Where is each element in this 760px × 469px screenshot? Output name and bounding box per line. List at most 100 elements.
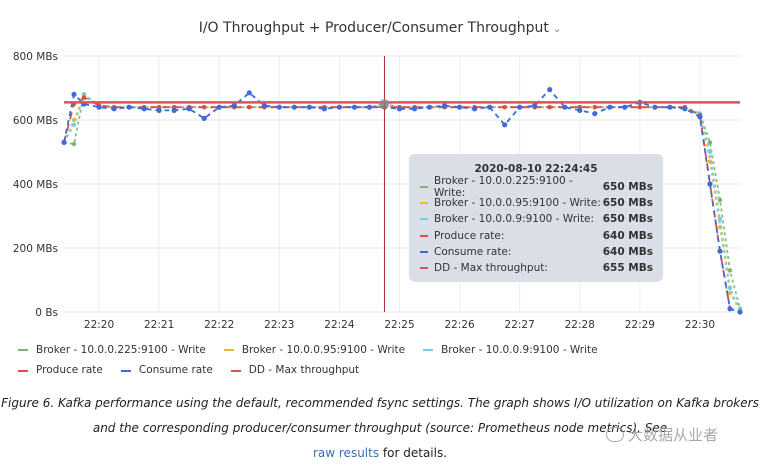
data-point bbox=[667, 104, 673, 110]
data-point bbox=[111, 106, 117, 112]
data-point bbox=[562, 104, 568, 110]
data-point bbox=[717, 248, 723, 254]
data-point bbox=[411, 106, 418, 112]
legend-label: Consume rate bbox=[138, 364, 213, 376]
data-point bbox=[577, 107, 583, 113]
legend-item[interactable]: DD - Max throughput bbox=[230, 361, 359, 380]
tooltip-swatch bbox=[420, 234, 428, 237]
data-point bbox=[61, 139, 67, 145]
tooltip-row: Broker - 10.0.0.225:9100 - Write: 650 MBs bbox=[409, 175, 663, 199]
x-tick-label: 22:28 bbox=[565, 319, 595, 331]
data-point bbox=[426, 104, 433, 110]
legend-item[interactable]: Consume rate bbox=[120, 361, 213, 380]
legend-swatch bbox=[120, 369, 131, 372]
legend-swatch bbox=[18, 369, 28, 372]
tooltip-label: Broker - 10.0.0.95:9100 - Write: bbox=[434, 197, 601, 210]
legend-item[interactable]: Broker - 10.0.0.95:9100 - Write bbox=[223, 341, 405, 360]
data-point bbox=[487, 104, 493, 110]
data-point bbox=[697, 114, 703, 120]
figure-caption: Figure 6. Kafka performance using the de… bbox=[0, 391, 760, 466]
x-tick-label: 22:22 bbox=[204, 319, 234, 331]
y-tick-label: 200 MBs bbox=[13, 243, 58, 255]
x-tick-label: 22:29 bbox=[625, 319, 655, 331]
tooltip-time: 2020-08-10 22:24:45 bbox=[474, 163, 598, 175]
panel-title-text: I/O Throughput + Producer/Consumer Throu… bbox=[198, 20, 549, 36]
data-point bbox=[517, 104, 523, 110]
data-point bbox=[216, 104, 222, 110]
hover-tooltip: 2020-08-10 22:24:45 Broker - 10.0.0.225:… bbox=[409, 154, 663, 282]
data-point bbox=[456, 104, 463, 110]
data-point bbox=[96, 104, 102, 110]
data-point bbox=[71, 141, 77, 147]
data-point bbox=[171, 107, 177, 113]
legend-item[interactable]: Broker - 10.0.0.9:9100 - Write bbox=[423, 341, 598, 360]
legend-item[interactable]: Broker - 10.0.0.225:9100 - Write bbox=[18, 341, 206, 360]
watermark-text: 大数据从业者 bbox=[628, 426, 719, 444]
tooltip-row: DD - Max throughput: 655 MBs bbox=[409, 260, 663, 276]
x-tick-label: 22:21 bbox=[144, 319, 174, 331]
data-point bbox=[291, 104, 297, 110]
y-tick-label: 800 MBs bbox=[13, 51, 58, 63]
graph-panel: I/O Throughput + Producer/Consumer Throu… bbox=[0, 0, 760, 380]
data-point bbox=[201, 115, 207, 121]
tooltip-row: Broker - 10.0.0.9:9100 - Write: 650 MBs bbox=[409, 211, 663, 227]
data-point bbox=[607, 104, 613, 110]
data-point bbox=[717, 217, 723, 222]
watermark: 大数据从业者 bbox=[606, 424, 718, 445]
data-point bbox=[71, 122, 77, 128]
tooltip-label: Produce rate: bbox=[434, 229, 505, 242]
chart-svg[interactable]: 0 Bs 200 MBs 400 MBs 600 MBs 800 MBs 22:20 22:… bbox=[0, 0, 760, 340]
x-tick-label: 22:23 bbox=[264, 319, 294, 331]
raw-results-link[interactable]: raw results bbox=[312, 446, 380, 460]
hover-marker bbox=[379, 99, 390, 109]
data-point bbox=[246, 90, 252, 96]
tooltip-row: Consume rate: 640 MBs bbox=[409, 244, 663, 260]
tooltip-label: Broker - 10.0.0.9:9100 - Write: bbox=[434, 213, 595, 226]
data-point bbox=[652, 104, 658, 110]
data-point bbox=[592, 105, 597, 110]
series-line bbox=[63, 96, 741, 313]
caption-tail: for details. bbox=[382, 446, 448, 460]
data-point bbox=[502, 105, 507, 110]
data-point bbox=[727, 268, 733, 273]
legend-item[interactable]: Produce rate bbox=[18, 361, 103, 380]
x-tick-label: 22:25 bbox=[384, 319, 414, 331]
tooltip-label: Broker - 10.0.0.225:9100 - Write: bbox=[434, 175, 573, 200]
tooltip-label: Consume rate: bbox=[434, 245, 512, 258]
data-point bbox=[202, 105, 207, 110]
tooltip-label: DD - Max throughput: bbox=[434, 262, 548, 275]
tooltip-swatch bbox=[420, 267, 428, 270]
data-point bbox=[247, 105, 252, 110]
data-point bbox=[622, 104, 628, 110]
data-point bbox=[707, 140, 713, 145]
data-point bbox=[231, 103, 237, 109]
data-point bbox=[682, 106, 688, 112]
data-point bbox=[707, 149, 713, 155]
chevron-down-icon[interactable]: ⌄ bbox=[552, 24, 562, 35]
x-tick-label: 22:26 bbox=[444, 319, 475, 331]
data-point bbox=[306, 104, 312, 110]
legend-label: Produce rate bbox=[36, 364, 103, 376]
tooltip-row: Broker - 10.0.0.95:9100 - Write: 650 MBs bbox=[409, 195, 663, 211]
data-point bbox=[81, 95, 87, 100]
data-point bbox=[441, 103, 448, 109]
legend-swatch bbox=[223, 349, 234, 351]
series-line bbox=[63, 92, 741, 310]
chart-legend: Broker - 10.0.0.225:9100 - Write Broker -… bbox=[18, 339, 718, 380]
data-point bbox=[727, 285, 733, 291]
data-point bbox=[126, 104, 132, 110]
x-tick-label: 22:20 bbox=[84, 319, 114, 331]
tooltip-swatch bbox=[420, 250, 428, 253]
caption-text: Figure 6. Kafka performance using the de… bbox=[1, 396, 759, 435]
data-point bbox=[532, 103, 538, 109]
x-tick-label: 22:30 bbox=[685, 319, 715, 331]
tooltip-value: 650 MBs bbox=[602, 197, 653, 210]
x-tick-label: 22:27 bbox=[505, 319, 535, 331]
x-tick-label: 22:24 bbox=[324, 319, 355, 331]
legend-swatch bbox=[230, 369, 241, 372]
data-point bbox=[396, 106, 403, 112]
data-point bbox=[727, 306, 733, 312]
data-point bbox=[141, 106, 147, 112]
data-point bbox=[592, 111, 598, 117]
panel-title[interactable]: I/O Throughput + Producer/Consumer Throu… bbox=[0, 20, 760, 36]
